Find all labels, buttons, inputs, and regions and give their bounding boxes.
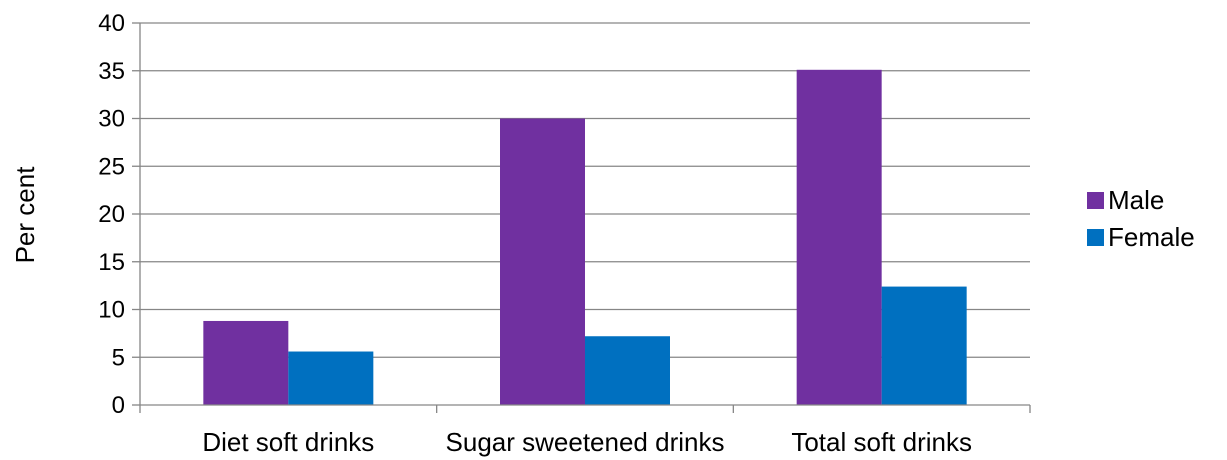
bar-female xyxy=(881,286,967,405)
y-axis-title: Per cent xyxy=(10,166,40,264)
y-tick-label: 15 xyxy=(98,249,125,276)
y-tick-label: 40 xyxy=(98,10,125,37)
bar-male xyxy=(203,320,289,405)
category-label: Total soft drinks xyxy=(791,427,972,457)
y-tick-label: 10 xyxy=(98,297,125,324)
legend-label-male: Male xyxy=(1108,185,1164,215)
y-tick-label: 30 xyxy=(98,106,125,133)
legend-swatch-female xyxy=(1087,229,1104,246)
bar-male xyxy=(500,118,585,405)
y-tick-label: 5 xyxy=(112,344,125,371)
y-tick-label: 0 xyxy=(112,392,125,419)
legend-label-female: Female xyxy=(1108,222,1195,252)
category-label: Diet soft drinks xyxy=(202,427,374,457)
category-label: Sugar sweetened drinks xyxy=(446,427,725,457)
y-tick-label: 35 xyxy=(98,58,125,85)
bar-female xyxy=(288,351,374,405)
bars xyxy=(203,69,967,406)
legend-swatch-male xyxy=(1087,192,1104,209)
bar-female xyxy=(585,336,670,405)
y-tick-label: 25 xyxy=(98,153,125,180)
y-tick-labels: 0 5 10 15 20 25 30 35 40 xyxy=(98,10,125,419)
y-tick-label: 20 xyxy=(98,201,125,228)
legend: Male Female xyxy=(1087,185,1195,252)
axes xyxy=(132,22,1031,413)
category-labels: Diet soft drinks Sugar sweetened drinks To… xyxy=(202,427,972,457)
bar-male xyxy=(796,69,882,406)
